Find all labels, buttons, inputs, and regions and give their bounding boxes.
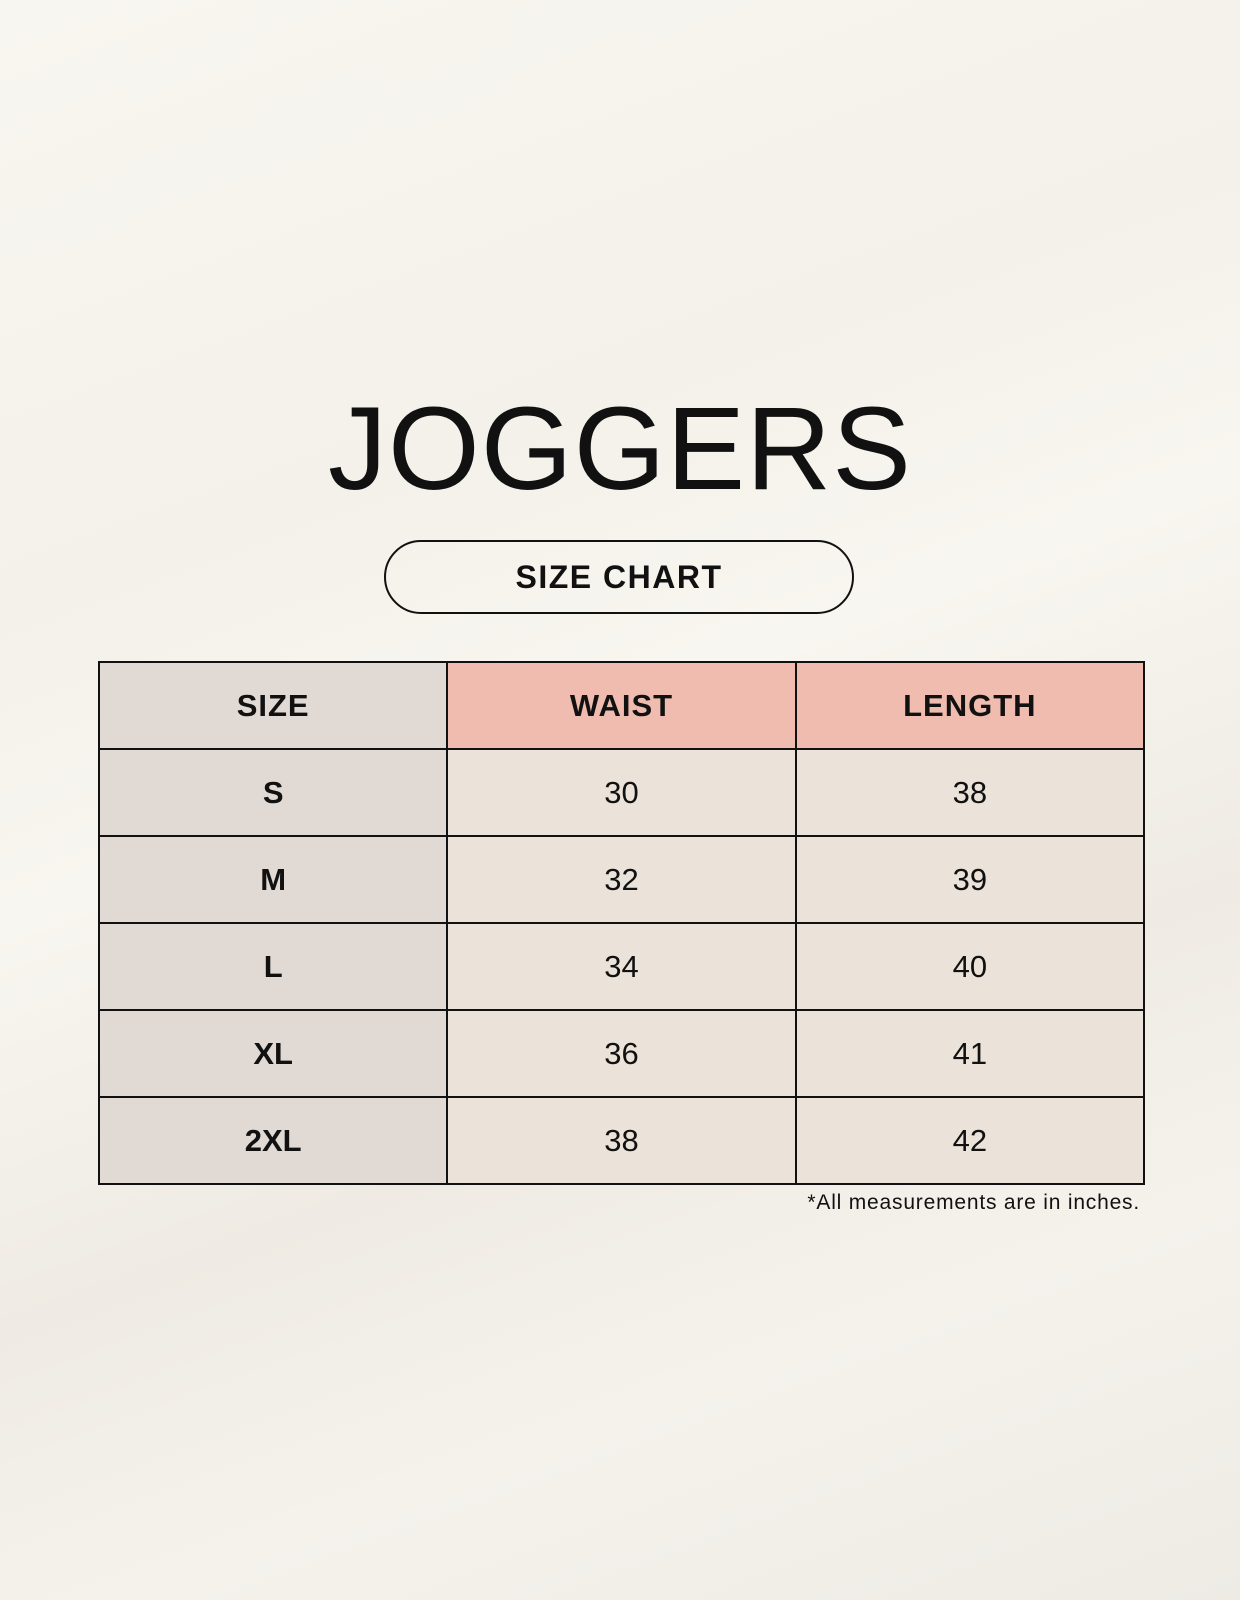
- table-row: S 30 38: [97, 748, 1146, 837]
- size-cell: XL: [97, 1009, 449, 1098]
- size-cell: S: [97, 748, 449, 837]
- header-length: LENGTH: [794, 661, 1146, 750]
- waist-cell: 36: [446, 1009, 797, 1098]
- size-table: SIZE WAIST LENGTH S 30 38 M 32 39 L 34 4…: [97, 661, 1146, 1185]
- table-row: XL 36 41: [97, 1009, 1146, 1098]
- size-cell: M: [97, 835, 449, 924]
- length-cell: 40: [794, 922, 1146, 1011]
- page-title: JOGGERS: [328, 383, 912, 515]
- waist-cell: 34: [446, 922, 797, 1011]
- table-row: 2XL 38 42: [97, 1096, 1146, 1185]
- length-cell: 39: [794, 835, 1146, 924]
- waist-cell: 30: [446, 748, 797, 837]
- size-cell: L: [97, 922, 449, 1011]
- measurement-footnote: *All measurements are in inches.: [807, 1191, 1140, 1214]
- length-cell: 41: [794, 1009, 1146, 1098]
- table-row: L 34 40: [97, 922, 1146, 1011]
- waist-cell: 32: [446, 835, 797, 924]
- header-waist: WAIST: [446, 661, 797, 750]
- length-cell: 38: [794, 748, 1146, 837]
- size-cell: 2XL: [97, 1096, 449, 1185]
- header-size: SIZE: [97, 661, 449, 750]
- size-chart-badge: SIZE CHART: [384, 540, 854, 614]
- table-row: M 32 39: [97, 835, 1146, 924]
- table-header-row: SIZE WAIST LENGTH: [97, 661, 1146, 750]
- waist-cell: 38: [446, 1096, 797, 1185]
- length-cell: 42: [794, 1096, 1146, 1185]
